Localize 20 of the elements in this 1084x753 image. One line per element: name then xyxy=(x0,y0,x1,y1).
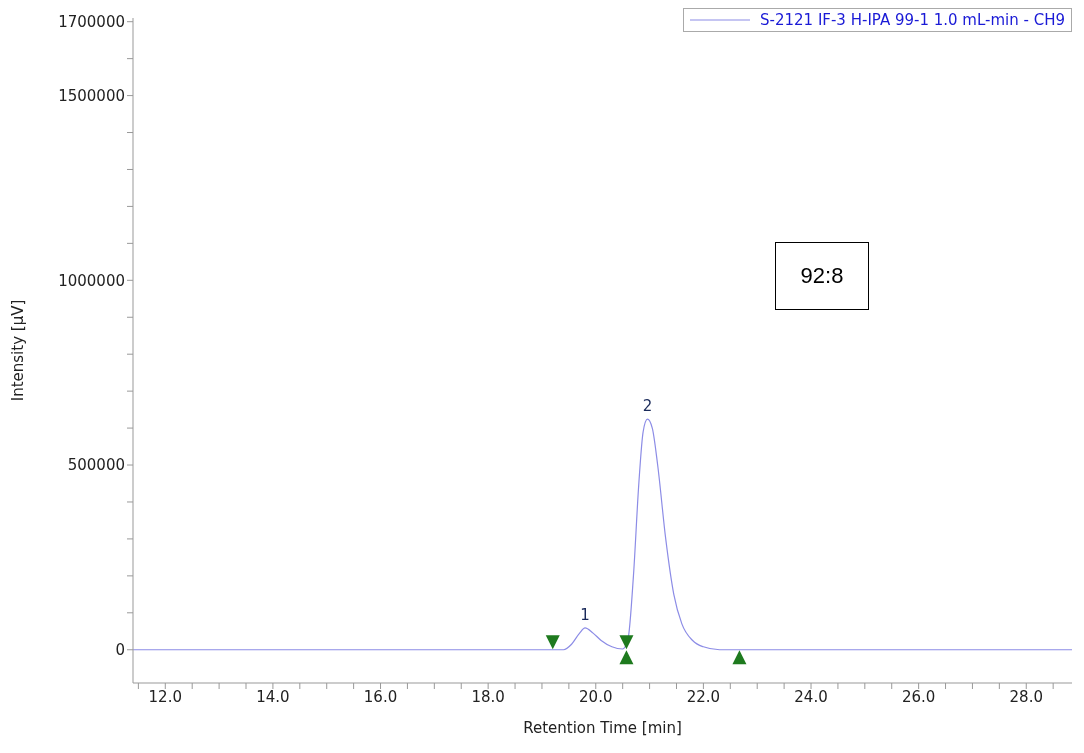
y-tick-label: 1700000 xyxy=(58,13,125,32)
x-axis-title: Retention Time [min] xyxy=(523,719,682,737)
y-axis-title: Intensity [µV] xyxy=(9,299,28,402)
x-tick-label: 20.0 xyxy=(579,687,613,706)
annotation: 1 xyxy=(580,605,590,624)
legend-label: S-2121 IF-3 H-IPA 99-1 1.0 mL-min - CH9 xyxy=(760,11,1065,29)
annotation: 2 xyxy=(642,397,653,416)
x-tick-label: 18.0 xyxy=(471,687,505,706)
x-tick-label: 24.0 xyxy=(794,687,828,706)
x-tick-label: 28.0 xyxy=(1009,687,1043,706)
x-tick-label: 14.0 xyxy=(256,687,290,706)
x-tick-label: 16.0 xyxy=(363,687,398,706)
annotation: 92:8 xyxy=(775,242,869,310)
y-tick-label: 500000 xyxy=(67,456,125,475)
x-tick-label: 22.0 xyxy=(686,687,721,706)
y-tick-label: 1000000 xyxy=(58,271,125,290)
y-tick-label: 1500000 xyxy=(58,86,125,105)
x-tick-label: 12.0 xyxy=(148,687,182,706)
y-tick-label: 0 xyxy=(115,641,125,660)
x-tick-label: 26.0 xyxy=(901,687,936,706)
